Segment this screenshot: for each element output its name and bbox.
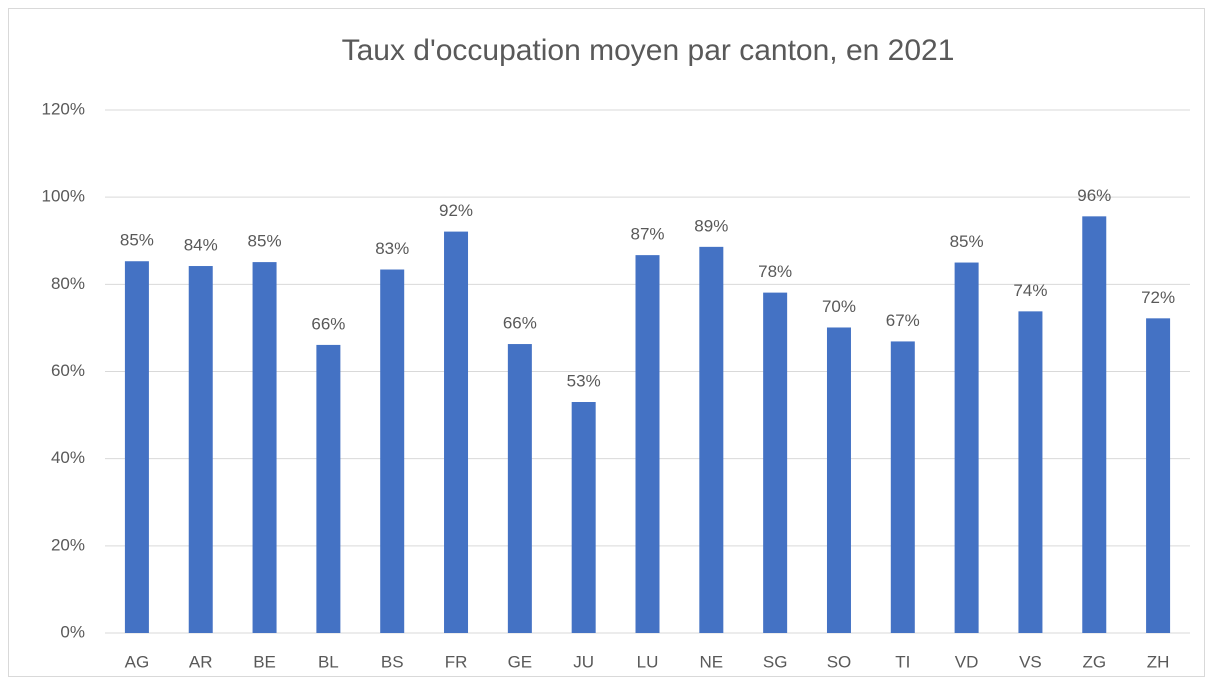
x-tick-label: FR: [445, 652, 468, 671]
y-tick-label: 60%: [51, 361, 85, 380]
x-tick-label: SG: [763, 652, 788, 671]
x-tick-label: BS: [381, 652, 404, 671]
chart-title: Taux d'occupation moyen par canton, en 2…: [342, 34, 955, 67]
data-label: 92%: [439, 201, 473, 220]
x-tick-label: ZH: [1147, 652, 1170, 671]
bar: [124, 261, 149, 633]
data-label: 74%: [1013, 281, 1047, 300]
data-label: 72%: [1141, 288, 1175, 307]
data-label: 84%: [184, 236, 218, 255]
data-label: 66%: [503, 314, 537, 333]
x-tick-label: AG: [125, 652, 150, 671]
data-label: 78%: [758, 262, 792, 281]
bar: [954, 262, 979, 633]
y-tick-label: 20%: [51, 535, 85, 554]
x-tick-label: AR: [189, 652, 213, 671]
bar: [1146, 318, 1171, 633]
data-label: 85%: [950, 232, 984, 251]
x-tick-label: VS: [1019, 652, 1042, 671]
data-label: 70%: [822, 297, 856, 316]
x-tick-label: JU: [573, 652, 594, 671]
data-label: 85%: [120, 231, 154, 250]
bar: [188, 266, 213, 633]
x-tick-label: LU: [637, 652, 659, 671]
bar: [252, 262, 277, 633]
x-tick-label: GE: [508, 652, 533, 671]
data-label: 83%: [375, 239, 409, 258]
bar: [699, 246, 724, 633]
y-tick-label: 0%: [60, 622, 85, 641]
data-label: 89%: [694, 216, 728, 235]
x-tick-label: BE: [253, 652, 276, 671]
y-tick-label: 80%: [51, 274, 85, 293]
bar: [316, 344, 341, 633]
bar: [1082, 216, 1107, 634]
data-label: 53%: [567, 371, 601, 390]
bar: [380, 269, 405, 633]
y-tick-label: 100%: [42, 187, 85, 206]
x-tick-label: BL: [318, 652, 339, 671]
y-tick-label: 40%: [51, 448, 85, 467]
x-tick-label: SO: [827, 652, 852, 671]
bar: [444, 231, 469, 633]
data-label: 87%: [630, 225, 664, 244]
bar: [507, 344, 532, 633]
x-tick-label: NE: [700, 652, 724, 671]
data-label: 96%: [1077, 186, 1111, 205]
bar: [635, 255, 660, 633]
data-label: 67%: [886, 311, 920, 330]
bar: [890, 341, 915, 633]
y-tick-label: 120%: [42, 99, 85, 118]
x-tick-label: TI: [895, 652, 910, 671]
data-label: 66%: [311, 314, 345, 333]
x-tick-label: ZG: [1082, 652, 1106, 671]
data-label: 85%: [248, 232, 282, 251]
bar: [826, 327, 851, 633]
bar: [763, 292, 788, 633]
bar: [571, 402, 596, 633]
bar: [1018, 311, 1043, 633]
x-tick-label: VD: [955, 652, 979, 671]
